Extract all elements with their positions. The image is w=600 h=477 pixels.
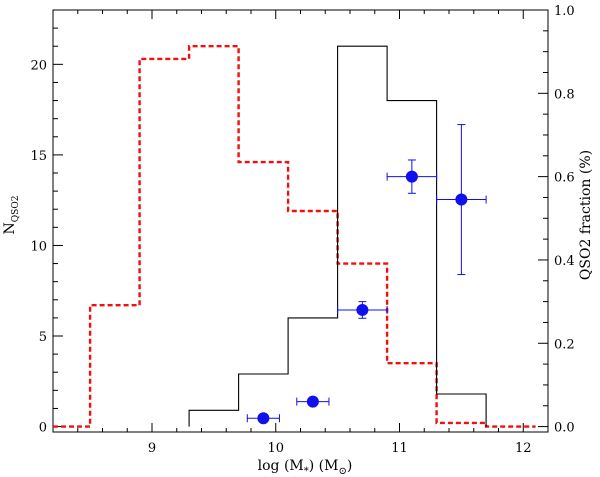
x-axis-title-mid: ) (M (309, 458, 339, 474)
y-axis-right-title: QSO2 fraction (%) (578, 150, 594, 280)
x-tick-label: 9 (148, 441, 156, 456)
y-right-tick-label: 0.4 (554, 254, 575, 269)
x-axis-title-sub2: ⊙ (338, 466, 346, 477)
x-axis-title-main: log (M (258, 458, 304, 474)
plot-layer: 9 10 11 12 0 5 10 15 20 0.0 0.2 0.4 0.6 0.8 1.0 (30, 4, 574, 456)
histogram-dashed-red (53, 45, 536, 428)
y-right-tick-label: 0.6 (554, 171, 575, 186)
y-axis-left-title: NQSO2 (2, 196, 21, 235)
x-axis-title-end: ) (347, 458, 352, 474)
y-right-tick-label: 1.0 (554, 4, 575, 19)
y-left-tick-label: 0 (39, 421, 47, 436)
data-point (257, 412, 270, 425)
y-right-tick-label: 0.8 (554, 87, 575, 102)
y-left-tick-label: 10 (30, 239, 47, 254)
y-left-tick-label: 20 (30, 58, 47, 73)
y-right-tick-label: 0.0 (554, 421, 575, 436)
y-axis-left-title-main: N (2, 222, 18, 234)
x-axis-title: log (M*) (M⊙) (258, 458, 353, 477)
svg-text:NQSO2: NQSO2 (2, 196, 21, 235)
data-point (405, 170, 418, 183)
data-point (306, 395, 319, 408)
y-left-tick-label: 5 (39, 330, 47, 345)
data-point (455, 193, 468, 206)
y-axis-right-title-text: QSO2 fraction (%) (578, 150, 594, 280)
x-tick-label: 11 (391, 441, 408, 456)
x-tick-label: 12 (515, 441, 532, 456)
y-right-tick-label: 0.2 (554, 337, 575, 352)
y-axis-left-title-sub: QSO2 (11, 196, 21, 223)
svg-text:log (M*) (M⊙): log (M*) (M⊙) (258, 458, 353, 477)
histogram-solid-black (188, 45, 487, 427)
y-left-tick-label: 15 (30, 149, 47, 164)
data-point (356, 303, 369, 316)
x-tick-label: 10 (267, 441, 284, 456)
x-axis-title-sub1: * (304, 466, 309, 477)
plot-frame (52, 9, 549, 433)
